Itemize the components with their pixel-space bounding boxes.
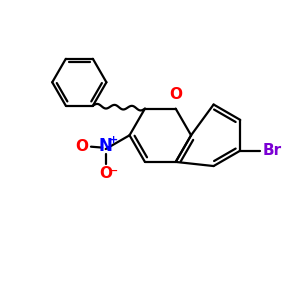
Text: N: N — [99, 137, 112, 155]
Text: +: + — [109, 135, 119, 145]
Text: −: − — [109, 166, 119, 176]
Text: O: O — [75, 139, 88, 154]
Text: O: O — [169, 87, 182, 102]
Text: O: O — [99, 166, 112, 181]
Text: Br: Br — [262, 143, 282, 158]
